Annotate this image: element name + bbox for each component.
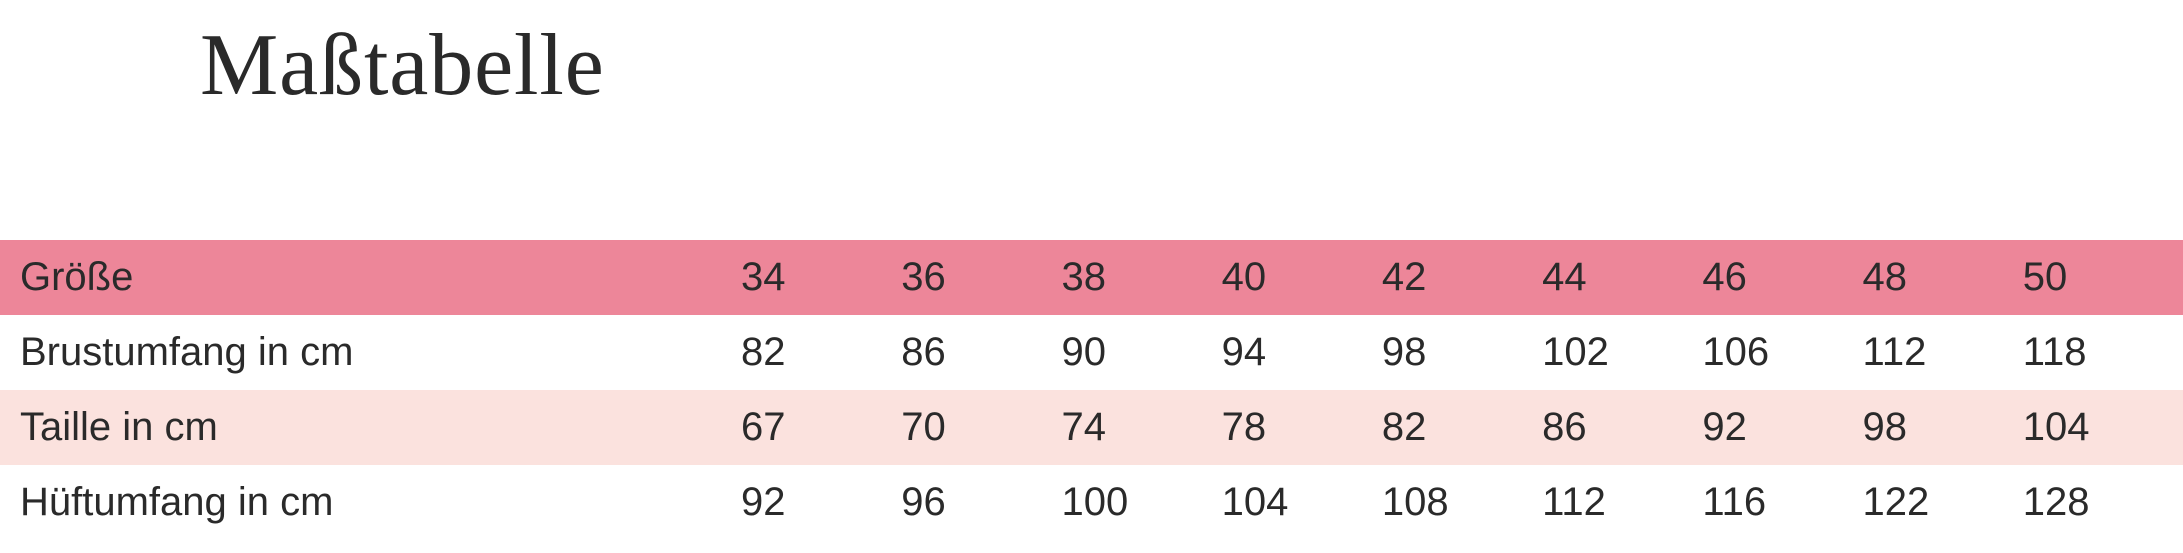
cell: 70 xyxy=(901,390,1061,465)
row-label: Taille in cm xyxy=(0,390,741,465)
header-col: 44 xyxy=(1542,240,1702,315)
spacer xyxy=(0,110,2183,240)
cell: 112 xyxy=(1542,465,1702,540)
cell: 104 xyxy=(1222,465,1382,540)
cell: 67 xyxy=(741,390,901,465)
header-label: Größe xyxy=(0,240,741,315)
table-row: Hüftumfang in cm 92 96 100 104 108 112 1… xyxy=(0,465,2183,540)
cell: 90 xyxy=(1061,315,1221,390)
cell: 92 xyxy=(741,465,901,540)
cell: 96 xyxy=(901,465,1061,540)
cell: 82 xyxy=(741,315,901,390)
title-row: ............ Maßtabelle ................… xyxy=(0,10,2183,110)
size-table: Größe 34 36 38 40 42 44 46 48 50 Brustum… xyxy=(0,240,2183,540)
row-label: Hüftumfang in cm xyxy=(0,465,741,540)
cell: 108 xyxy=(1382,465,1542,540)
header-col: 42 xyxy=(1382,240,1542,315)
cell: 98 xyxy=(1382,315,1542,390)
header-col: 34 xyxy=(741,240,901,315)
cell: 116 xyxy=(1702,465,1862,540)
cell: 86 xyxy=(1542,390,1702,465)
cell: 100 xyxy=(1061,465,1221,540)
cell: 112 xyxy=(1863,315,2023,390)
table-row: Brustumfang in cm 82 86 90 94 98 102 106… xyxy=(0,315,2183,390)
cell: 86 xyxy=(901,315,1061,390)
cell: 74 xyxy=(1061,390,1221,465)
header-col: 48 xyxy=(1863,240,2023,315)
header-col: 40 xyxy=(1222,240,1382,315)
header-col: 38 xyxy=(1061,240,1221,315)
cell: 92 xyxy=(1702,390,1862,465)
table-header-row: Größe 34 36 38 40 42 44 46 48 50 xyxy=(0,240,2183,315)
cell: 94 xyxy=(1222,315,1382,390)
cell: 128 xyxy=(2023,465,2183,540)
cell: 78 xyxy=(1222,390,1382,465)
row-label: Brustumfang in cm xyxy=(0,315,741,390)
cell: 106 xyxy=(1702,315,1862,390)
table-row: Taille in cm 67 70 74 78 82 86 92 98 104 xyxy=(0,390,2183,465)
header-col: 46 xyxy=(1702,240,1862,315)
header-col: 36 xyxy=(901,240,1061,315)
cell: 118 xyxy=(2023,315,2183,390)
cell: 122 xyxy=(1863,465,2023,540)
cell: 98 xyxy=(1863,390,2023,465)
header-col: 50 xyxy=(2023,240,2183,315)
cell: 102 xyxy=(1542,315,1702,390)
page-title: Maßtabelle xyxy=(200,15,605,116)
cell: 104 xyxy=(2023,390,2183,465)
cell: 82 xyxy=(1382,390,1542,465)
